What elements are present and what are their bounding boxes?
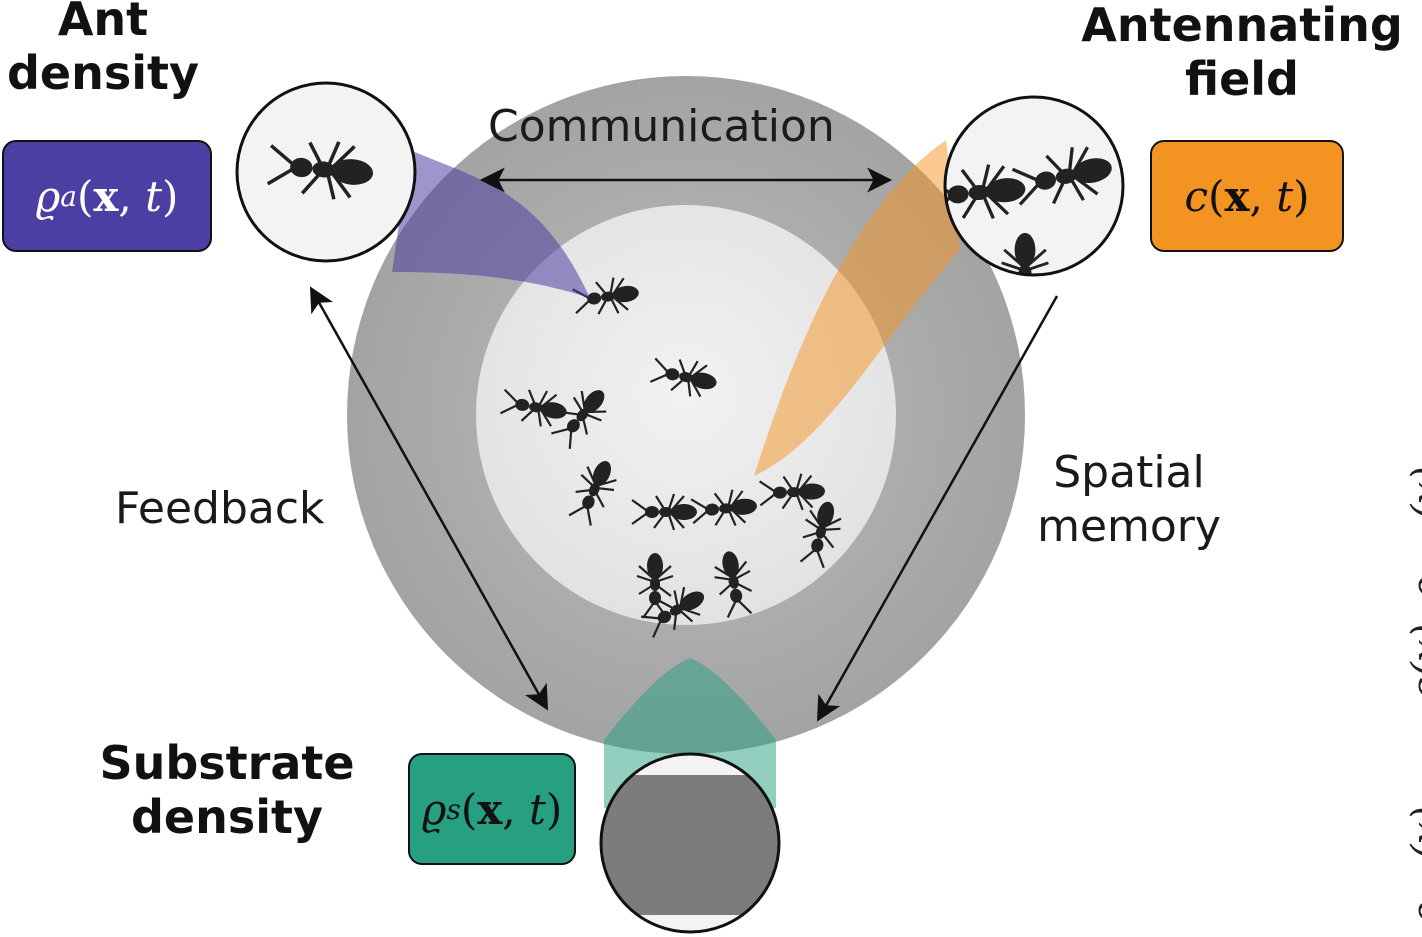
antennating-field-title-line2: field [1185, 52, 1299, 107]
ant-density-title-line1: Ant [57, 0, 149, 46]
ant-density-formula-box: ϱ a(x, t) [2, 140, 212, 252]
antennating-magnifier [943, 95, 1125, 277]
ant-density-x: x [93, 171, 119, 221]
edge-text-5: (x) [1404, 806, 1422, 860]
ant-density-symbol: ϱ [35, 171, 61, 221]
substrate-separator: , [502, 784, 529, 834]
ant-density-close-paren: ) [162, 171, 179, 221]
substrate-t: t [528, 784, 546, 834]
communication-label: Communication [488, 101, 835, 152]
substrate-x: x [477, 784, 503, 834]
spatial-memory-arrow [816, 295, 1059, 722]
antennating-x: x [1224, 171, 1250, 221]
substrate-subscript: s [446, 792, 461, 826]
feedback-arrow [309, 286, 549, 711]
substrate-magnifier [599, 752, 781, 934]
ant-density-open-paren: ( [76, 171, 94, 221]
substrate-density-title-line2: density [131, 790, 323, 845]
substrate-density-title-line1: Substrate [99, 736, 355, 790]
antennating-field-formula-box: c(x, t) [1150, 140, 1344, 252]
substrate-density-title: Substrate density [86, 736, 368, 845]
antennating-open-paren: ( [1208, 171, 1225, 221]
ant-density-t: t [145, 171, 163, 221]
substrate-open-paren: ( [460, 784, 478, 834]
antennating-field-title-line1: Antennating [1081, 0, 1403, 52]
antennating-separator: , [1249, 171, 1277, 221]
antennating-symbol: c [1184, 171, 1209, 221]
ant-density-callout [392, 150, 590, 298]
ant-density-title: Ant density [0, 0, 206, 101]
spatial-memory-label-line2: memory [1037, 500, 1221, 552]
spatial-memory-label: Spatial memory [1024, 446, 1234, 553]
edge-text-3: c(x) [1404, 624, 1422, 700]
substrate-close-paren: ) [545, 784, 563, 834]
cropped-edge-text: ϱ (x) c(x) ϱ (x) [1404, 466, 1422, 925]
antennating-close-paren: ) [1293, 171, 1310, 221]
substrate-density-formula-box: ϱ s(x, t) [408, 753, 576, 865]
antennating-field-callout [754, 140, 960, 476]
ant-density-magnifier [235, 81, 417, 263]
feedback-label: Feedback [115, 483, 325, 534]
edge-text-4: ϱ [1404, 901, 1422, 925]
spatial-memory-label-line1: Spatial [1053, 447, 1205, 498]
arena-inner-disk [476, 205, 896, 625]
antennating-field-title: Antennating field [1062, 0, 1422, 107]
ant-density-separator: , [118, 171, 146, 221]
edge-text-2: (x) [1404, 466, 1422, 520]
ant-density-subscript: a [60, 179, 77, 213]
edge-text-1: ϱ [1404, 576, 1422, 600]
antennating-t: t [1276, 171, 1294, 221]
substrate-symbol: ϱ [421, 784, 447, 834]
ant-density-title-line2: density [7, 46, 199, 101]
